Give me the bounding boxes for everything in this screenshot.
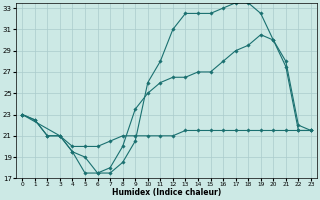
X-axis label: Humidex (Indice chaleur): Humidex (Indice chaleur): [112, 188, 221, 197]
